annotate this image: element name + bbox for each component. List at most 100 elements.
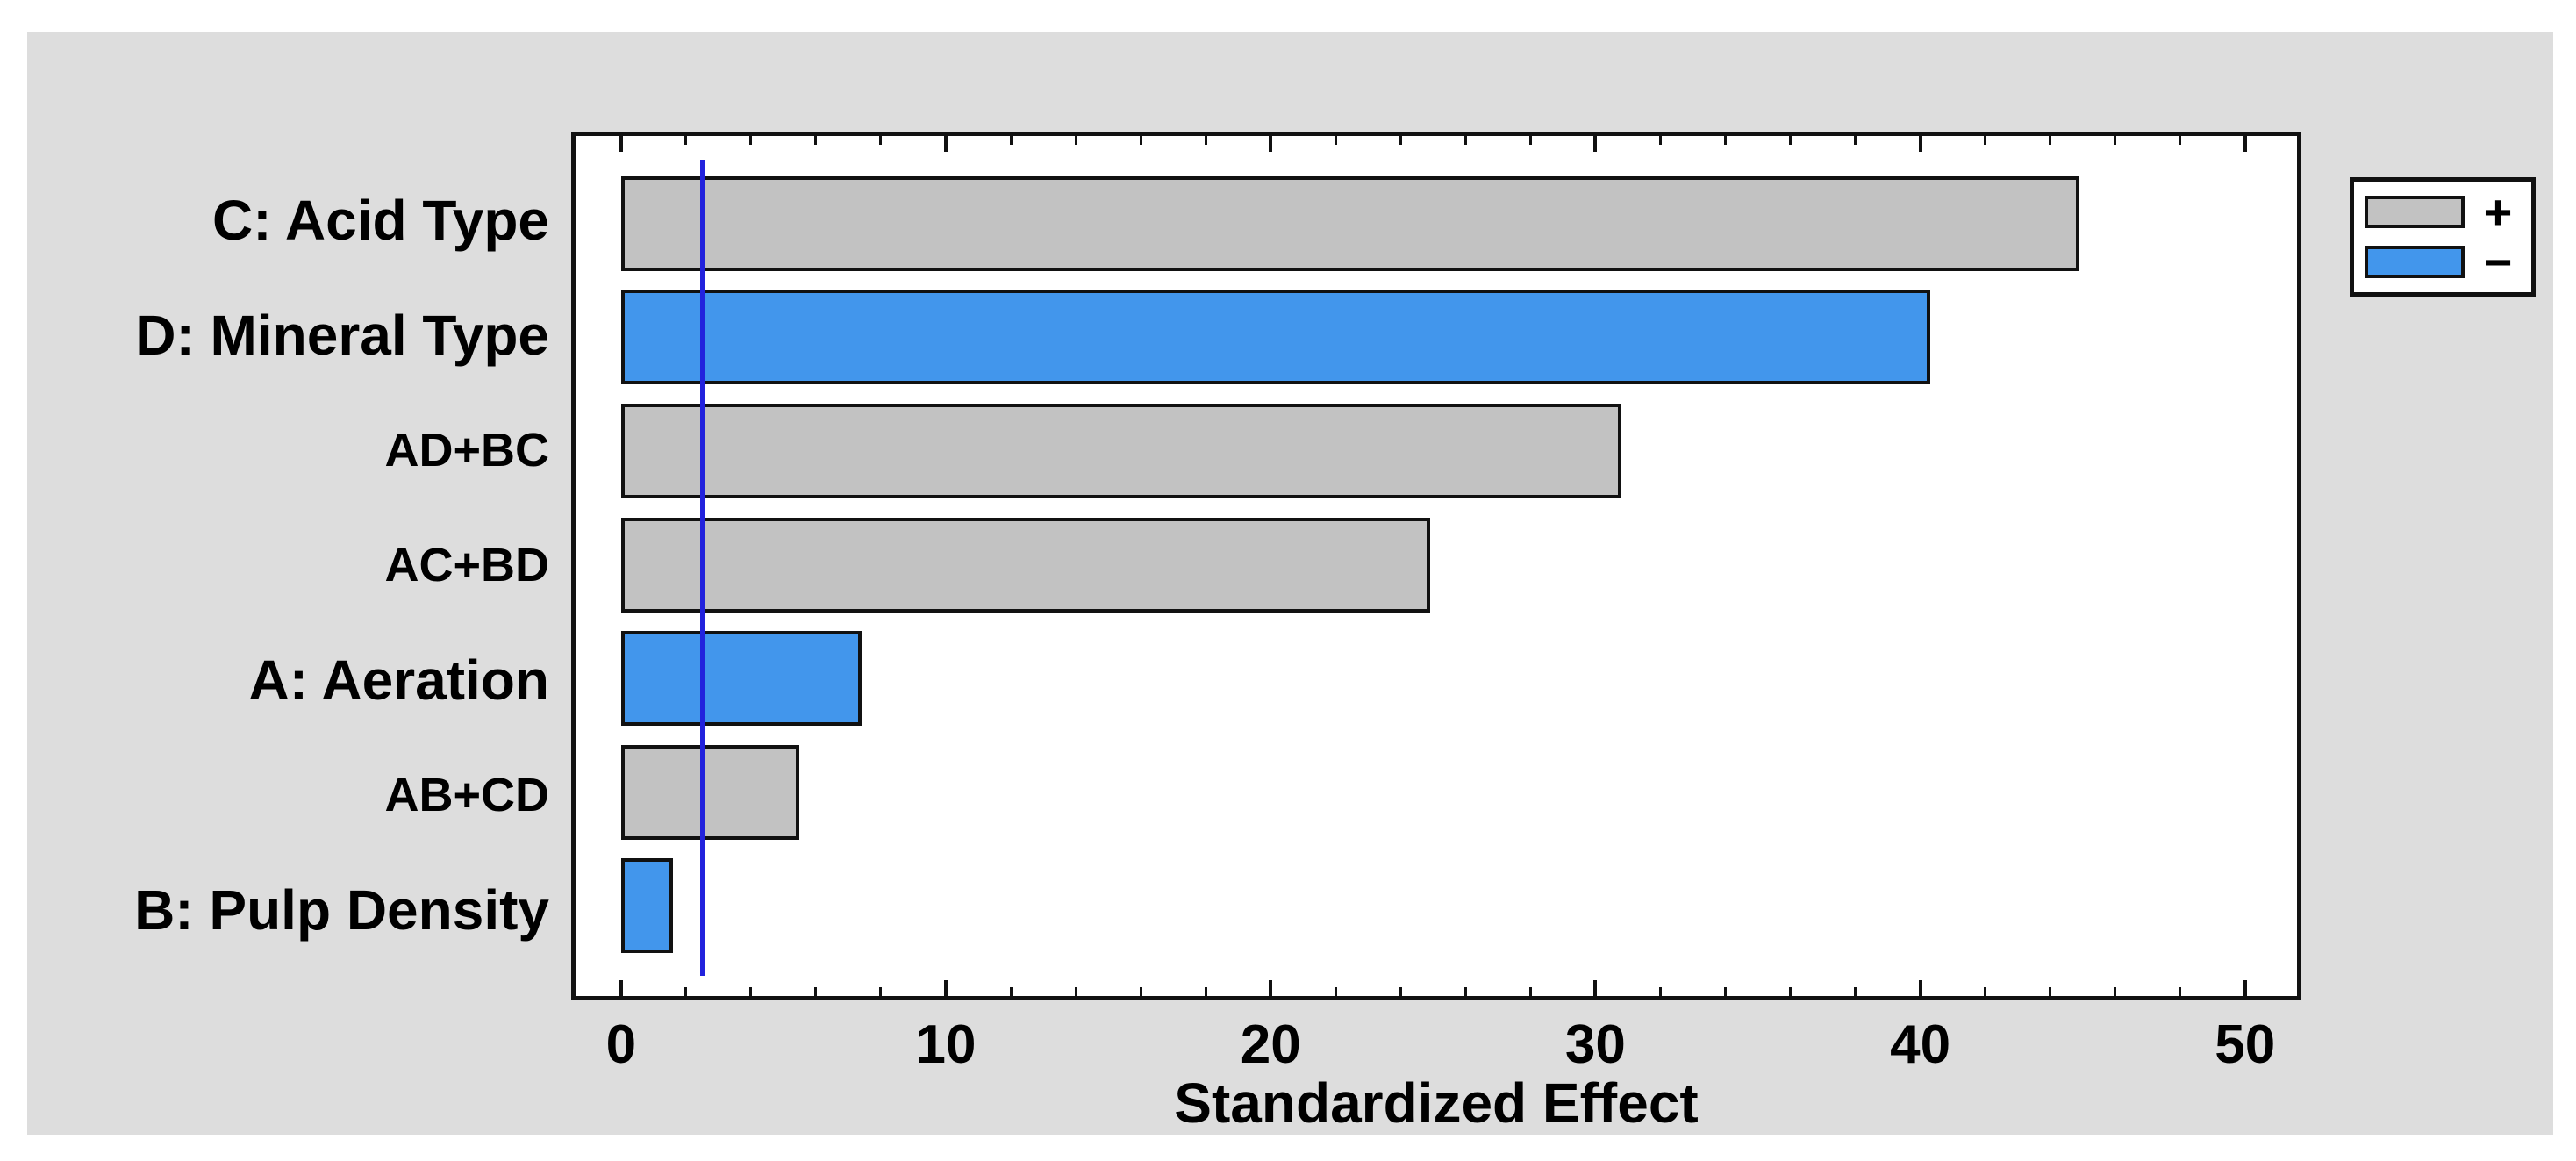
- x-axis-tick-labels: 0 10 20 30 40 50: [576, 1017, 2297, 1073]
- x-axis-tick-label: 0: [605, 1014, 637, 1075]
- x-axis-major-tick: [2243, 136, 2247, 152]
- x-axis-tick-label: 40: [1890, 1014, 1951, 1075]
- x-axis-minor-tick: [684, 987, 688, 996]
- x-axis-major-tick: [1269, 136, 1273, 152]
- x-axis-minor-tick: [1723, 136, 1727, 145]
- y-axis-label: D: Mineral Type: [135, 303, 549, 367]
- bar-row: [576, 281, 2297, 395]
- x-axis-minor-tick: [1528, 136, 1532, 145]
- x-axis-major-tick: [1269, 980, 1273, 996]
- x-axis-minor-tick: [1789, 136, 1792, 145]
- x-axis-minor-tick: [1074, 136, 1077, 145]
- x-axis-major-tick: [944, 980, 948, 996]
- legend-swatch-positive: [2365, 196, 2465, 228]
- x-axis-minor-tick: [1204, 987, 1207, 996]
- x-axis-major-tick: [1918, 980, 1922, 996]
- x-axis-minor-tick: [1399, 987, 1402, 996]
- x-axis-tick-label: 20: [1240, 1014, 1301, 1075]
- x-axis-major-tick: [1918, 136, 1922, 152]
- bar-positive: [620, 176, 2079, 271]
- y-axis-label: B: Pulp Density: [134, 878, 549, 942]
- x-axis-major-tick: [619, 980, 623, 996]
- bar-row: [576, 849, 2297, 963]
- x-axis-minor-tick: [1009, 987, 1013, 996]
- x-axis-minor-tick: [2179, 987, 2182, 996]
- x-axis-minor-tick: [1789, 987, 1792, 996]
- x-axis-major-tick: [619, 136, 623, 152]
- bar-positive: [620, 744, 800, 840]
- bar-row: [576, 508, 2297, 622]
- x-axis-minor-tick: [1984, 987, 1987, 996]
- y-axis-label-row: D: Mineral Type: [27, 277, 549, 392]
- y-axis-labels: C: Acid Type D: Mineral Type AD+BC AC+BD A: …: [27, 132, 549, 1000]
- x-axis-minor-tick: [1009, 136, 1013, 145]
- x-axis-minor-tick: [879, 136, 883, 145]
- x-axis-minor-tick: [2049, 136, 2052, 145]
- x-axis-minor-tick: [1399, 136, 1402, 145]
- x-axis-minor-tick: [2114, 987, 2117, 996]
- x-axis-tick-label: 50: [2215, 1014, 2276, 1075]
- legend-label-negative: −: [2483, 233, 2513, 290]
- bar-negative: [620, 631, 862, 727]
- x-axis-minor-tick: [684, 136, 688, 145]
- bars-layer: [576, 136, 2297, 996]
- y-axis-label-row: AD+BC: [27, 392, 549, 507]
- bar-positive: [620, 403, 1621, 498]
- x-axis-minor-tick: [749, 136, 753, 145]
- bar-row: [576, 394, 2297, 508]
- y-axis-label: A: Aeration: [248, 648, 549, 712]
- y-axis-label: AD+BC: [384, 423, 549, 477]
- x-axis-major-tick: [2243, 980, 2247, 996]
- x-axis-minor-tick: [2049, 987, 2052, 996]
- x-axis-minor-tick: [1334, 136, 1337, 145]
- reference-line: [699, 160, 705, 976]
- x-axis-major-tick: [1593, 980, 1598, 996]
- x-axis-minor-tick: [814, 136, 818, 145]
- x-axis-minor-tick: [1658, 136, 1662, 145]
- x-axis-major-tick: [944, 136, 948, 152]
- bar-negative: [620, 858, 674, 954]
- x-axis-minor-tick: [749, 987, 753, 996]
- legend-row-negative: −: [2354, 233, 2531, 290]
- x-axis-minor-tick: [1139, 136, 1142, 145]
- x-axis-minor-tick: [814, 987, 818, 996]
- bar-row: [576, 621, 2297, 735]
- x-axis-minor-tick: [1074, 987, 1077, 996]
- x-axis-minor-tick: [1854, 987, 1857, 996]
- y-axis-label-row: A: Aeration: [27, 622, 549, 737]
- x-axis-tick-label: 10: [915, 1014, 977, 1075]
- x-axis-minor-tick: [1723, 987, 1727, 996]
- x-axis-minor-tick: [2114, 136, 2117, 145]
- legend-row-positive: +: [2354, 183, 2531, 240]
- x-axis-minor-tick: [1463, 136, 1467, 145]
- x-axis-minor-tick: [879, 987, 883, 996]
- x-axis-minor-tick: [1463, 987, 1467, 996]
- y-axis-label: AB+CD: [384, 768, 549, 821]
- bar-row: [576, 167, 2297, 281]
- y-axis-label-row: C: Acid Type: [27, 162, 549, 277]
- y-axis-label-row: AC+BD: [27, 507, 549, 622]
- legend-label-positive: +: [2483, 183, 2513, 240]
- chart-panel: C: Acid Type D: Mineral Type AD+BC AC+BD A: …: [27, 32, 2553, 1135]
- bar-negative: [620, 290, 1930, 385]
- legend: + −: [2350, 177, 2536, 297]
- y-axis-label: C: Acid Type: [211, 188, 549, 252]
- x-axis-minor-tick: [1204, 136, 1207, 145]
- legend-swatch-negative: [2365, 246, 2465, 278]
- x-axis-tick-label: 30: [1564, 1014, 1626, 1075]
- x-axis-minor-tick: [1854, 136, 1857, 145]
- x-axis-minor-tick: [1334, 987, 1337, 996]
- x-axis-title: Standardized Effect: [1174, 1071, 1699, 1135]
- x-axis-minor-tick: [1658, 987, 1662, 996]
- x-axis-minor-tick: [1984, 136, 1987, 145]
- y-axis-label-row: B: Pulp Density: [27, 852, 549, 967]
- plot-area: [571, 132, 2301, 1000]
- bar-positive: [620, 517, 1430, 613]
- y-axis-label: AC+BD: [384, 538, 549, 591]
- x-axis-minor-tick: [2179, 136, 2182, 145]
- x-axis-minor-tick: [1139, 987, 1142, 996]
- x-axis-major-tick: [1593, 136, 1598, 152]
- y-axis-label-row: AB+CD: [27, 737, 549, 852]
- bar-row: [576, 735, 2297, 849]
